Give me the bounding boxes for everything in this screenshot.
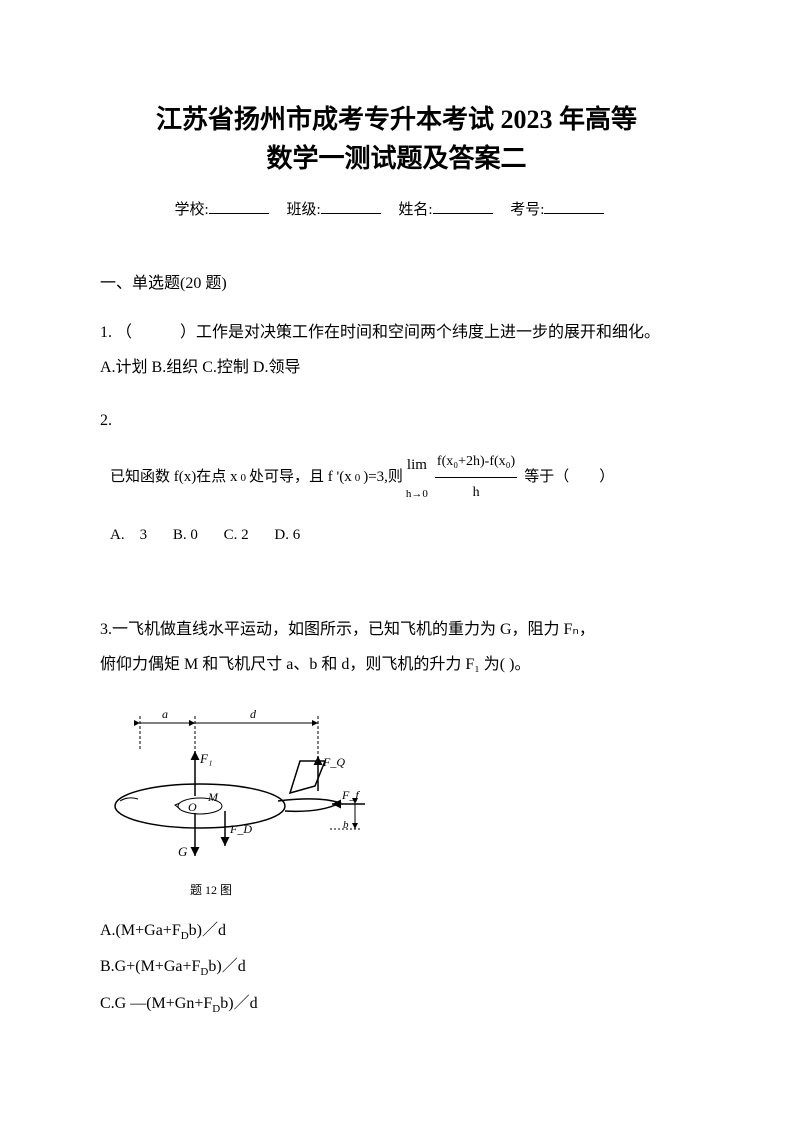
q2-opt-a: A. 3 bbox=[110, 527, 147, 543]
svg-text:F₁: F₁ bbox=[199, 751, 212, 766]
class-label: 班级: bbox=[286, 202, 320, 218]
exam-no-blank bbox=[544, 213, 604, 214]
airplane-diagram: a d M O F₁ F_Q F_f b F_D G 题 12 图 bbox=[100, 701, 693, 898]
section-header: 一、单选题(20 题) bbox=[100, 269, 693, 293]
q2-text-b: 处可导，且 f '(x bbox=[249, 461, 352, 494]
question-3: 3.一飞机做直线水平运动，如图所示，已知飞机的重力为 G，阻力 Fₙ， 俯仰力偶… bbox=[100, 612, 693, 682]
title-block: 江苏省扬州市成考专升本考试 2023 年高等 数学一测试题及答案二 bbox=[100, 100, 693, 178]
q2-opt-b: B. 0 bbox=[173, 527, 198, 543]
q1-options: A.计划 B.组织 C.控制 D.领导 bbox=[100, 350, 693, 385]
exam-no-label: 考号: bbox=[510, 202, 544, 218]
q2-options: A. 3 B. 0 C. 2 D. 6 bbox=[100, 519, 693, 552]
class-blank bbox=[321, 213, 381, 214]
title-line-1: 江苏省扬州市成考专升本考试 2023 年高等 bbox=[100, 100, 693, 139]
limit-symbol: lim h→0 bbox=[406, 449, 428, 506]
q1-num: 1. bbox=[100, 324, 112, 341]
q3-text1: 3.一飞机做直线水平运动，如图所示，已知飞机的重力为 G，阻力 Fₙ， bbox=[100, 612, 693, 647]
q2-num: 2. bbox=[100, 403, 693, 438]
svg-text:d: d bbox=[250, 707, 257, 721]
svg-text:F_Q: F_Q bbox=[322, 755, 345, 769]
info-line: 学校: 班级: 姓名: 考号: bbox=[100, 198, 693, 219]
school-blank bbox=[209, 213, 269, 214]
svg-text:F_D: F_D bbox=[229, 822, 252, 836]
name-blank bbox=[433, 213, 493, 214]
title-line-2: 数学一测试题及答案二 bbox=[100, 139, 693, 178]
q1-text: 工作是对决策工作在时间和空间两个纬度上进一步的展开和细化。 bbox=[196, 324, 660, 341]
school-label: 学校: bbox=[175, 202, 209, 218]
q2-text-c: )=3,则 bbox=[363, 461, 403, 494]
q2-opt-c: C. 2 bbox=[224, 527, 249, 543]
svg-text:a: a bbox=[162, 707, 168, 721]
svg-text:G: G bbox=[178, 844, 188, 859]
q2-opt-d: D. 6 bbox=[274, 527, 300, 543]
svg-text:F_f: F_f bbox=[341, 788, 360, 802]
q3-option-a: A.(M+Ga+FDb)／d bbox=[100, 913, 693, 950]
fraction: f(x₀+2h)-f(x₀) h bbox=[435, 447, 517, 510]
q2-text-a: 已知函数 f(x)在点 x bbox=[110, 461, 238, 494]
diagram-caption: 题 12 图 bbox=[190, 881, 693, 898]
svg-text:O: O bbox=[188, 800, 197, 814]
q3-option-b: B.G+(M+Ga+FDb)／d bbox=[100, 949, 693, 986]
q2-math: 已知函数 f(x)在点 x0 处可导，且 f '(x0 )=3,则 lim h→… bbox=[100, 447, 693, 510]
svg-text:M: M bbox=[207, 790, 219, 804]
question-2: 2. 已知函数 f(x)在点 x0 处可导，且 f '(x0 )=3,则 lim… bbox=[100, 403, 693, 552]
name-label: 姓名: bbox=[398, 202, 432, 218]
q3-option-c: C.G —(M+Gn+FDb)／d bbox=[100, 986, 693, 1023]
q2-text-d: 等于（ ） bbox=[524, 461, 614, 494]
q3-text2: 俯仰力偶矩 M 和飞机尺寸 a、b 和 d，则飞机的升力 F₁ 为( )。 bbox=[100, 647, 693, 682]
q1-blank: （ ） bbox=[116, 324, 196, 341]
question-1: 1. （ ）工作是对决策工作在时间和空间两个纬度上进一步的展开和细化。 A.计划… bbox=[100, 315, 693, 385]
airplane-svg: a d M O F₁ F_Q F_f b F_D G bbox=[100, 701, 370, 871]
